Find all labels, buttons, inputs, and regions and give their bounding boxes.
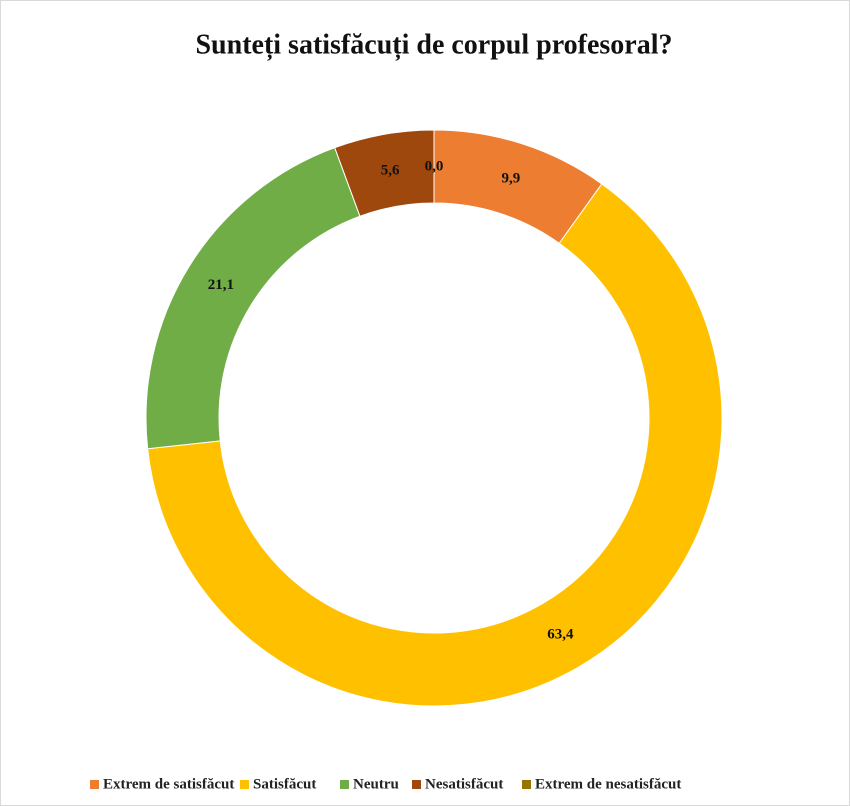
chart-title: Sunteți satisfăcuți de corpul profesoral… — [195, 29, 672, 60]
legend-label: Extrem de nesatisfăcut — [535, 776, 681, 792]
data-label: 5,6 — [381, 162, 400, 178]
data-label: 0,0 — [425, 158, 444, 174]
legend-swatch — [522, 780, 531, 789]
legend-swatch — [90, 780, 99, 789]
legend-label: Neutru — [353, 776, 399, 792]
data-label: 21,1 — [208, 277, 234, 293]
legend-label: Satisfăcut — [253, 776, 316, 792]
legend-swatch — [412, 780, 421, 789]
data-label: 9,9 — [501, 170, 520, 186]
legend-label: Extrem de satisfăcut — [103, 776, 234, 792]
data-label: 63,4 — [547, 626, 574, 642]
legend-swatch — [240, 780, 249, 789]
legend-label: Nesatisfăcut — [425, 776, 503, 792]
legend-swatch — [340, 780, 349, 789]
donut-segment — [147, 183, 723, 707]
